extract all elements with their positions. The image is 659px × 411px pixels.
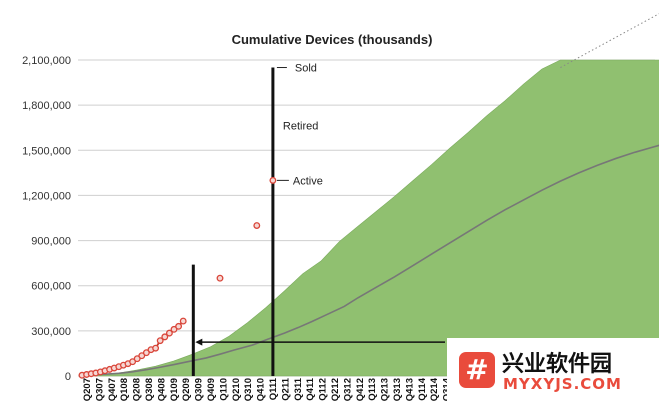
y-tick-label: 0 [65, 371, 71, 383]
actual-point [142, 349, 150, 357]
actual-data-points [78, 176, 277, 379]
marker-arrowhead [195, 338, 203, 346]
x-tick-label: Q214 [429, 377, 440, 401]
y-tick-label: 900,000 [31, 236, 71, 248]
x-tick-label: Q113 [367, 378, 378, 401]
watermark-logo: # [459, 352, 495, 388]
sold-area-layer [81, 59, 659, 377]
actual-point [129, 358, 137, 366]
annotation-retired: Retired [283, 120, 318, 132]
y-tick-label: 1,800,000 [22, 100, 71, 112]
x-tick-label: Q213 [380, 378, 391, 401]
actual-point [156, 337, 164, 345]
y-tick-label: 1,500,000 [22, 145, 71, 157]
x-tick-label: Q114 [417, 377, 428, 400]
actual-point [253, 222, 261, 229]
x-tick-label: Q313 [392, 378, 403, 401]
y-tick-label: 600,000 [31, 281, 71, 293]
x-tick-label: Q208 [132, 378, 143, 401]
x-tick-label: Q108 [119, 378, 130, 401]
sold-area [81, 59, 659, 377]
x-tick-label: Q110 [218, 378, 229, 401]
actual-point [179, 317, 187, 325]
x-tick-label: Q210 [231, 378, 242, 401]
x-tick-label: Q408 [156, 378, 167, 401]
x-tick-label: Q307 [94, 378, 105, 401]
actual-point [170, 325, 178, 333]
x-tick-label: Q111 [268, 377, 279, 400]
x-tick-label: Q407 [107, 378, 118, 401]
x-tick-label: Q412 [355, 378, 366, 401]
annotations: Sold Retired Active [276, 63, 323, 187]
x-tick-label: Q312 [342, 378, 353, 401]
actual-point [175, 322, 183, 330]
y-tick-label: 1,200,000 [22, 190, 71, 202]
x-tick-label: Q211 [280, 377, 291, 400]
annotation-active: Active [293, 175, 323, 187]
x-tick-label: Q310 [243, 378, 254, 401]
active-point [269, 176, 277, 184]
x-tick-label: Q308 [144, 378, 155, 401]
y-tick-label: 300,000 [31, 326, 71, 338]
actual-point [165, 329, 173, 337]
annotation-sold: Sold [295, 63, 317, 75]
actual-point [138, 352, 146, 360]
x-tick-label: Q209 [181, 378, 192, 401]
chart-title: Cumulative Devices (thousands) [232, 32, 433, 47]
active-line [81, 144, 659, 377]
y-tick-label: 2,100,000 [22, 55, 71, 67]
actual-point [216, 274, 224, 282]
vertical-markers [191, 67, 445, 376]
x-tick-label: Q410 [256, 378, 267, 401]
x-tick-label: Q109 [169, 378, 180, 401]
actual-point [152, 344, 160, 352]
x-tick-label: Q309 [194, 378, 205, 401]
x-tick-label: Q112 [318, 378, 329, 401]
x-tick-label: Q413 [404, 378, 415, 401]
x-tick-label: Q207 [82, 378, 93, 401]
x-tick-label: Q212 [330, 378, 341, 401]
watermark-text: 兴业软件园 [502, 352, 613, 377]
x-axis-ticks: Q207 Q307 Q407 Q108 Q208 Q308 Q408 Q109 Q209 Q309… [82, 377, 465, 401]
active-trend-layer [81, 13, 659, 377]
x-tick-label: Q409 [206, 378, 217, 401]
actual-point [133, 355, 141, 363]
x-tick-label: Q411 [305, 377, 316, 400]
actual-point [161, 333, 169, 341]
x-tick-label: Q311 [293, 377, 304, 400]
watermark-url: MYXYJS.COM [503, 375, 622, 393]
y-axis-ticks: 0 300,000 600,000 900,000 1,200,000 1,500,000… [22, 55, 71, 383]
projection-line [560, 13, 659, 68]
